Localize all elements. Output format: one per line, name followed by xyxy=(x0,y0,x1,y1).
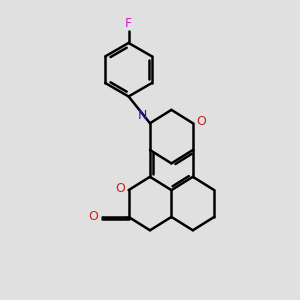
Text: F: F xyxy=(125,16,132,29)
Text: O: O xyxy=(89,210,99,224)
Text: O: O xyxy=(116,182,125,195)
Text: O: O xyxy=(196,116,206,128)
Text: N: N xyxy=(138,109,147,122)
